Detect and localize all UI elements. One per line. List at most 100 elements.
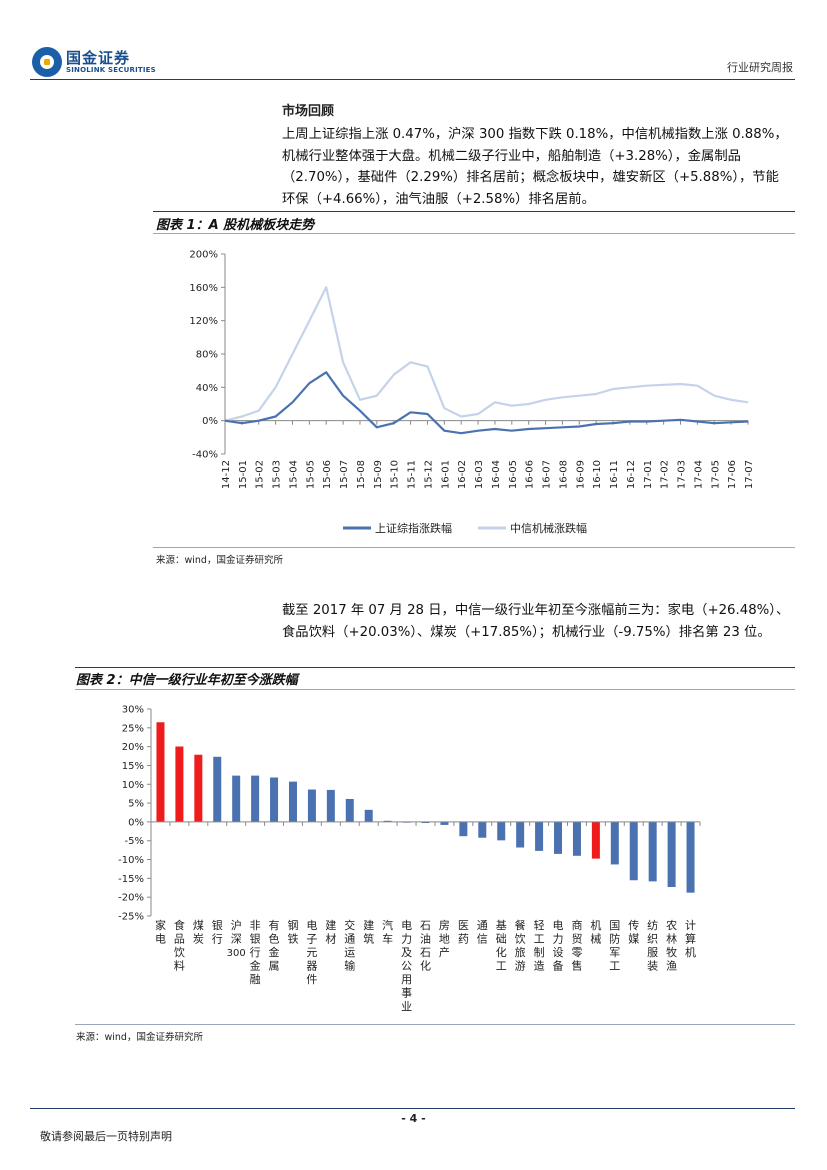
x-tick-label: 15-09: [373, 460, 384, 489]
page-number: - 4 -: [401, 1112, 426, 1125]
bar: [270, 777, 279, 822]
bar: [610, 821, 619, 865]
y-tick-label: 80%: [196, 350, 218, 361]
x-tick-label: 银行: [212, 918, 223, 946]
y-tick-label: 20%: [122, 742, 144, 753]
company-logo-icon: [32, 47, 62, 77]
x-tick-label: 医药: [458, 919, 469, 946]
legend-label-machinery: 中信机械涨跌幅: [510, 521, 587, 535]
x-tick-label: 15-06: [322, 460, 333, 489]
x-tick-label: 通信: [477, 919, 488, 946]
x-tick-label: 家电: [155, 918, 166, 946]
bar: [288, 781, 297, 822]
y-tick-label: 5%: [128, 799, 144, 810]
figure2-title: 图表 2：中信一级行业年初至今涨跌幅: [76, 673, 298, 688]
bar: [459, 821, 468, 837]
figure2-bottom-rule: [75, 1024, 795, 1025]
x-tick-label: 15-12: [423, 460, 434, 489]
x-tick-label: 16-10: [592, 460, 603, 489]
footer-divider: [30, 1108, 795, 1109]
bar: [591, 821, 600, 859]
x-tick-label: 17-07: [744, 460, 755, 489]
y-tick-label: 200%: [189, 250, 218, 261]
figure2-top-rule: [75, 667, 795, 668]
figure2-title-rule: [75, 689, 795, 690]
x-tick-label: 16-07: [542, 460, 553, 489]
bar: [667, 821, 676, 888]
disclaimer-text: 敬请参阅最后一页特别声明: [40, 1130, 172, 1143]
bar: [535, 821, 544, 851]
bar: [421, 821, 430, 824]
y-tick-label: 15%: [122, 761, 144, 772]
yearly-ranking-paragraph: 截至 2017 年 07 月 28 日，中信一级行业年初至今涨幅前三为：家电（+…: [282, 603, 790, 640]
x-tick-label: 17-05: [710, 460, 721, 489]
x-tick-label: 16-03: [474, 460, 485, 489]
y-tick-label: 120%: [189, 316, 218, 327]
bar: [232, 775, 241, 822]
bar: [497, 821, 506, 841]
bar: [156, 722, 165, 822]
section-title: 市场回顾: [282, 104, 335, 119]
x-tick-label: 16-06: [525, 460, 536, 489]
x-tick-label: 15-05: [305, 460, 316, 489]
y-tick-label: 0%: [202, 416, 218, 427]
bar-chart: 30% 25% 20% 15% 10% 5% 0% -5% -10% -15% -20% -25% 家电…: [118, 705, 701, 1013]
x-tick-label: 15-10: [390, 460, 401, 489]
x-tick-label: 17-03: [677, 460, 688, 489]
bar: [383, 820, 392, 822]
x-tick-label: 国防军工: [609, 919, 620, 973]
y-tick-label: -15%: [118, 874, 144, 885]
x-tick-label: 钢铁: [287, 919, 298, 946]
bar: [194, 754, 203, 822]
y-tick-label: -40%: [192, 450, 218, 461]
y-tick-label: 160%: [189, 283, 218, 294]
figure1-title: 图表 1：A 股机械板块走势: [156, 218, 315, 233]
x-tick-label: 建筑: [363, 918, 374, 946]
x-tick-label: 沪深 300: [227, 918, 246, 959]
bar: [326, 789, 335, 822]
x-tick-label: 煤炭: [193, 919, 204, 946]
bar: [686, 821, 695, 893]
x-tick-label: 基础化工: [496, 919, 507, 973]
report-type-label: 行业研究周报: [727, 61, 793, 74]
x-tick-label: 16-09: [575, 460, 586, 489]
x-tick-label: 有色金属: [269, 918, 280, 973]
figure1-bottom-rule: [153, 547, 795, 548]
x-tick-label: 16-11: [609, 460, 620, 489]
x-tick-label: 石油石化: [420, 919, 431, 973]
y-tick-label: -20%: [118, 893, 144, 904]
x-tick-label: 15-07: [339, 460, 350, 489]
y-tick-label: 40%: [196, 383, 218, 394]
y-tick-label: -5%: [125, 836, 144, 847]
x-tick-label: 商贸零售: [571, 918, 582, 973]
series-line-shanghai: [224, 371, 749, 435]
x-tick-label: 16-05: [508, 460, 519, 489]
bar: [516, 821, 525, 848]
x-tick-label: 计算机: [685, 919, 696, 959]
x-tick-label: 16-04: [491, 460, 502, 489]
x-tick-label: 15-08: [356, 460, 367, 489]
y-tick-label: 30%: [122, 705, 144, 716]
x-tick-label: 16-12: [626, 460, 637, 489]
x-tick-label: 非银行金融: [250, 919, 261, 986]
x-tick-label: 15-02: [255, 460, 266, 489]
figure1-top-rule: [153, 211, 795, 212]
x-tick-label: 机械: [590, 918, 601, 946]
x-tick-label: 14-12: [221, 460, 232, 489]
line-chart: 200% 160% 120% 80% 40% 0% -40%14-12 15-01 15-02 1…: [189, 250, 755, 536]
x-tick-label: 电力及公用事业: [401, 919, 412, 1013]
y-tick-label: 25%: [122, 723, 144, 734]
figure2-source: 来源：wind，国金证券研究所: [76, 1032, 203, 1043]
x-tick-label: 17-04: [693, 460, 704, 489]
bar: [213, 756, 222, 822]
figure1-source: 来源：wind，国金证券研究所: [156, 555, 283, 566]
x-tick-label: 15-01: [238, 460, 249, 489]
bar: [345, 798, 354, 822]
x-tick-label: 食品饮料: [174, 918, 185, 973]
bar: [572, 821, 581, 856]
x-tick-label: 房地产: [439, 919, 450, 959]
bar: [478, 821, 487, 838]
x-tick-label: 轻工制造: [534, 918, 545, 973]
x-tick-label: 传媒: [628, 919, 639, 946]
y-tick-label: -10%: [118, 855, 144, 866]
